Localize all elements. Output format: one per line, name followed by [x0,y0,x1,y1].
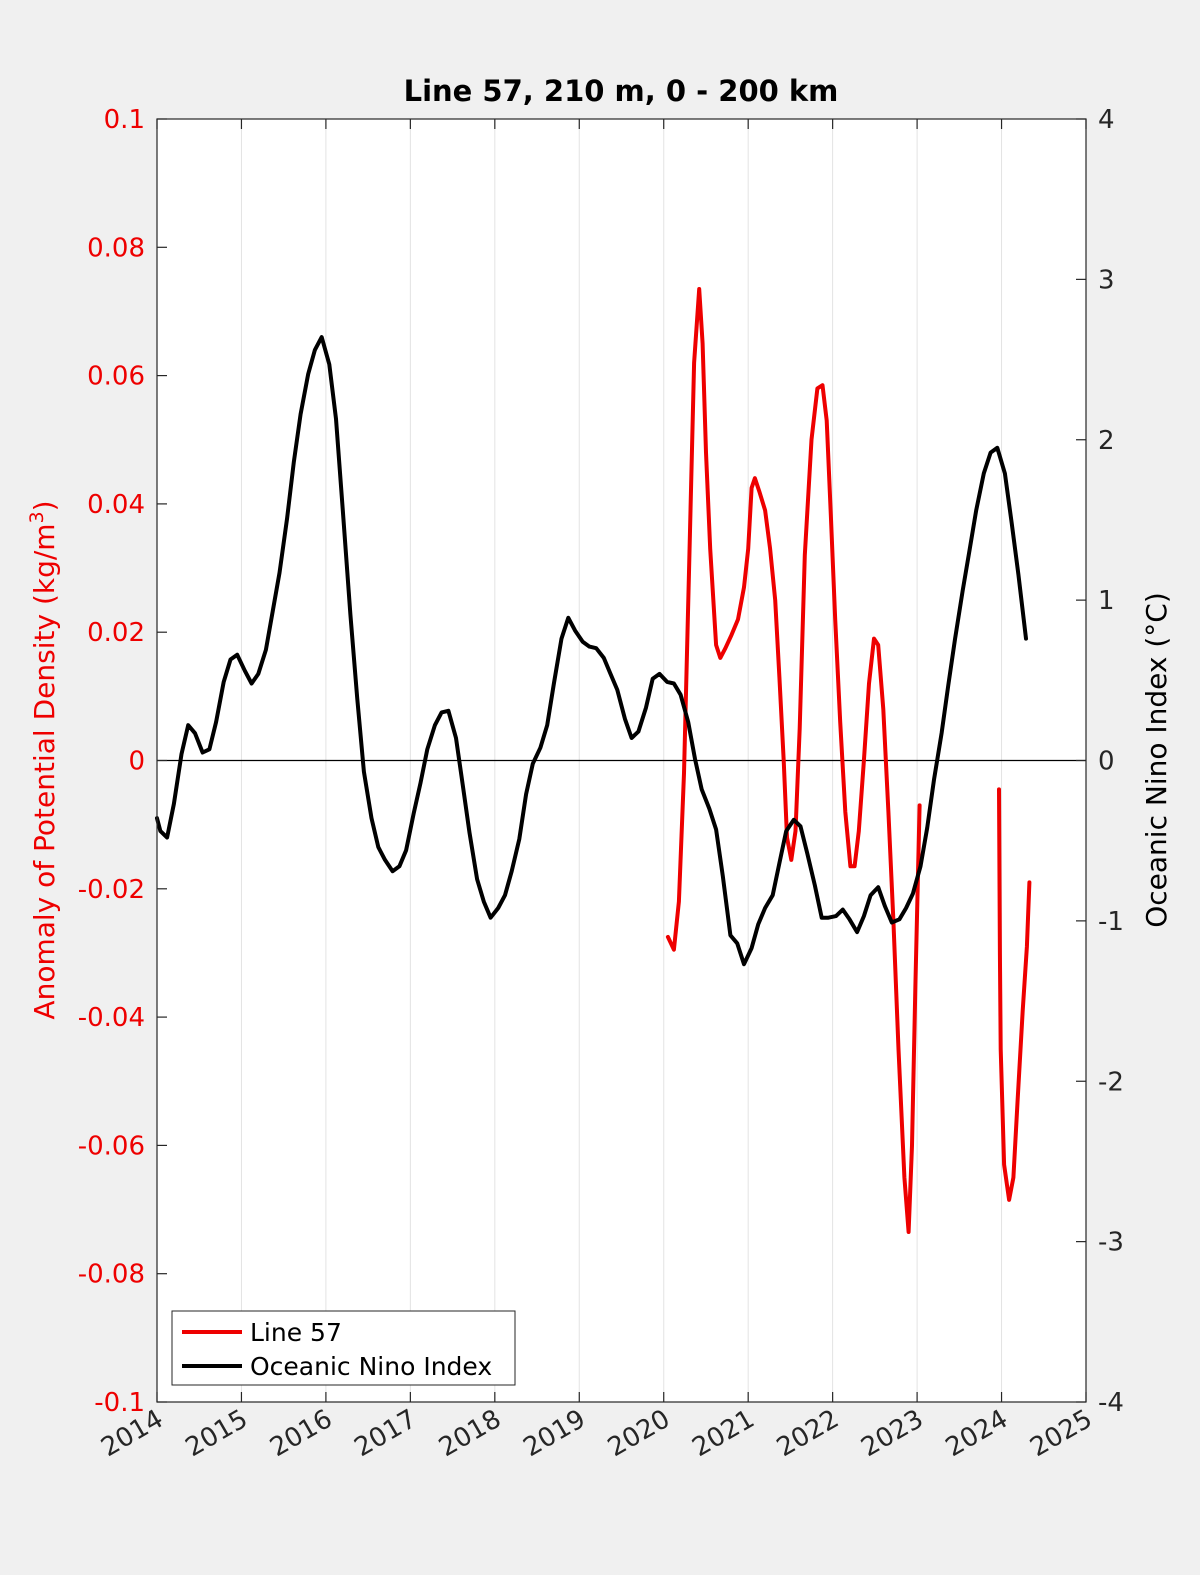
series-line-oni-segment-0 [155,335,1028,967]
series-line-line-57-segment-0 [665,287,922,1234]
y-left-axis-label: Anomaly of Potential Density (kg/m3) [26,500,61,1019]
y-right-tick-label: 0 [1098,747,1115,777]
y-right-tick-label: 3 [1098,265,1115,295]
y-left-tick-label: 0 [128,747,145,777]
series-line-line-57-segment-1 [997,787,1032,1202]
y-left-tick-label: -0.06 [78,1131,145,1161]
y-left-tick-label: 0.02 [87,618,145,648]
y-left-tick-label: 0.1 [104,105,145,135]
y-left-label-superscript: 3 [26,511,48,523]
y-right-tick-label: -4 [1098,1388,1124,1418]
y-right-tick-label: -1 [1098,907,1124,937]
y-right-tick-label: 1 [1098,586,1115,616]
y-left-tick-label: -0.02 [78,875,145,905]
series-layer [155,287,1032,1234]
y-right-tick-label: 2 [1098,426,1115,456]
legend-label-oni: Oceanic Nino Index [250,1352,492,1381]
y-left-tick-label: -0.08 [78,1260,145,1290]
legend-label-line-57: Line 57 [250,1318,342,1347]
y-left-label-end: ) [28,500,61,511]
legend: Line 57 Oceanic Nino Index [171,1310,516,1386]
y-right-tick-label: -2 [1098,1067,1124,1097]
y-left-label-main: Anomaly of Potential Density (kg/m [28,523,61,1019]
y-left-tick-label: 0.08 [87,233,145,263]
y-right-tick-label: -3 [1098,1228,1124,1258]
legend-box [171,1310,516,1386]
y-left-tick-label: -0.04 [78,1003,145,1033]
y-left-tick-label: 0.04 [87,490,145,520]
y-right-tick-label: 4 [1098,105,1115,135]
chart-title: Line 57, 210 m, 0 - 200 km [404,74,839,108]
y-left-tick-label: 0.06 [87,362,145,392]
y-left-tick-label: -0.1 [94,1388,145,1418]
y-right-axis-label: Oceanic Nino Index (°C) [1140,592,1173,928]
